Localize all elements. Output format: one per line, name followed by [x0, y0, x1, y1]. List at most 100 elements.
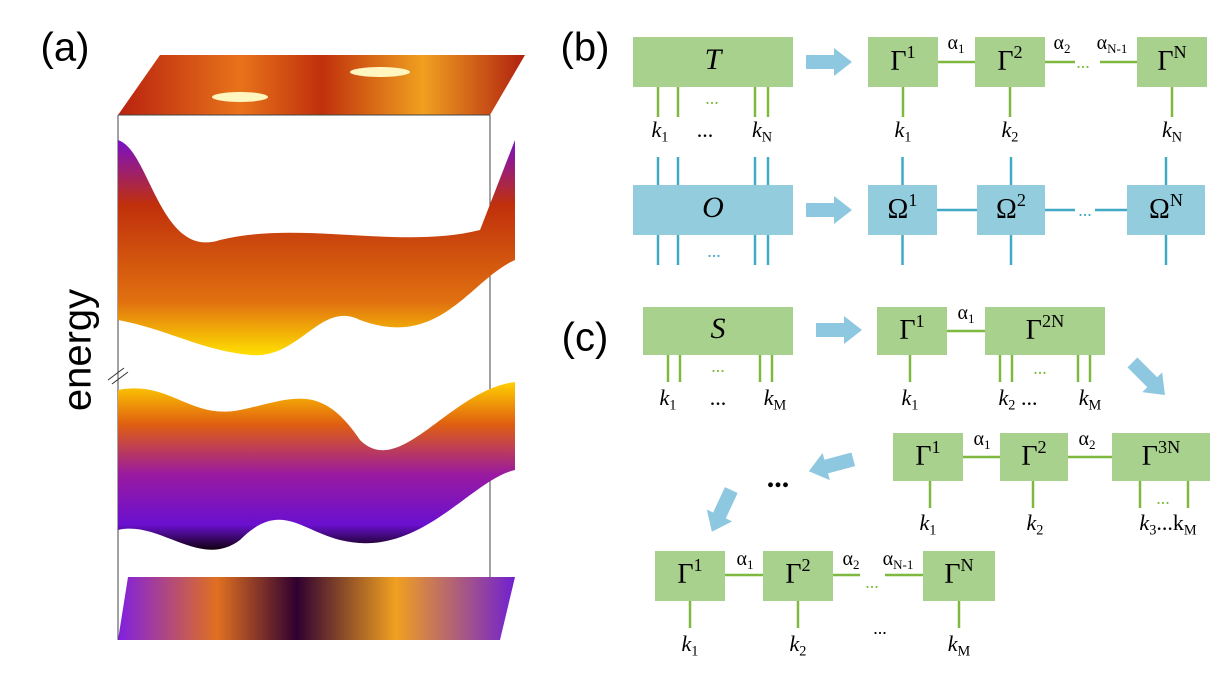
label: ΩN	[1149, 190, 1183, 225]
arrow	[806, 196, 852, 224]
label: k1	[652, 117, 669, 146]
top-projection	[118, 55, 525, 115]
label: Γ2	[785, 555, 810, 590]
text-part: ...k	[1156, 510, 1184, 535]
text-part: α	[1097, 32, 1108, 54]
label: k1	[895, 117, 912, 146]
tensor-box	[893, 433, 963, 481]
label: k1	[660, 385, 677, 414]
label: k2	[1027, 510, 1044, 539]
text-part: k	[1002, 117, 1013, 142]
leg-dots: ...	[711, 356, 725, 376]
text-part: 3N	[1158, 437, 1180, 457]
text-part: 2	[1038, 437, 1047, 457]
text-part: 1	[907, 42, 916, 62]
text-part: N	[1170, 190, 1183, 210]
label: αN-1	[883, 548, 914, 572]
text-part: Γ	[915, 441, 931, 472]
text-part: k	[764, 385, 775, 410]
label: Ω1	[888, 190, 918, 225]
tensor-box	[985, 307, 1105, 355]
text-part: 2	[1008, 398, 1015, 414]
text-part: α	[958, 302, 969, 324]
leg-dots: ...	[705, 88, 719, 108]
label: α1	[737, 548, 754, 572]
text-part: Γ	[1142, 441, 1158, 472]
label: Γ1	[915, 437, 940, 472]
text-part: α	[737, 548, 748, 570]
leg-dots: ...	[1156, 488, 1170, 508]
tensor-name: T	[705, 43, 724, 76]
text-part: Γ	[997, 46, 1013, 77]
text-part: M	[774, 398, 787, 414]
text-part: α	[1054, 32, 1065, 54]
panel-label: (c)	[562, 316, 609, 360]
label: Γ2	[997, 42, 1022, 77]
label: α1	[948, 32, 965, 56]
text-part: 2	[802, 555, 811, 575]
tensor-box	[655, 551, 725, 601]
text-part: 2	[1011, 130, 1018, 146]
tensor-box	[633, 37, 793, 87]
text-part: Γ	[890, 46, 906, 77]
text-part: N-1	[1107, 41, 1127, 56]
text-part: Ω	[1149, 194, 1170, 225]
text-part: 2	[1014, 42, 1023, 62]
highlight	[212, 92, 268, 102]
label: α2	[1079, 428, 1096, 452]
leg-dots: ...	[873, 618, 887, 638]
text-part: k	[752, 117, 763, 142]
label: ...	[710, 385, 727, 410]
highlight	[350, 67, 410, 77]
label: α1	[958, 302, 975, 326]
text-part: 2	[1089, 437, 1096, 452]
tensor-box	[977, 185, 1045, 235]
text-part: k	[1162, 117, 1173, 142]
arrow	[808, 452, 856, 481]
text-part: N	[961, 555, 974, 575]
text-part: k	[652, 117, 663, 142]
text-part: M	[958, 644, 971, 660]
tensor-box	[643, 307, 793, 355]
text-part: k	[948, 631, 959, 656]
text-part: ...	[1015, 385, 1037, 410]
label: αN-1	[1097, 32, 1128, 56]
panel-label: (b)	[561, 26, 610, 70]
text-part: 1	[911, 398, 918, 414]
text-part: 1	[661, 130, 668, 146]
upper-band	[118, 140, 515, 356]
label: kM	[1079, 385, 1102, 414]
text-part: 3	[1149, 523, 1156, 539]
text-part: Γ	[785, 559, 801, 590]
band-plot	[107, 55, 525, 640]
text-part: α	[974, 428, 985, 450]
label: Γ2N	[1026, 311, 1064, 346]
text-part: k	[1027, 510, 1038, 535]
label: k2	[790, 631, 807, 660]
tensor-box	[1112, 433, 1210, 481]
label: α2	[1054, 32, 1071, 56]
tensor-name: O	[702, 191, 724, 224]
text-part: 1	[929, 523, 936, 539]
bond-dots: ...	[1076, 52, 1090, 72]
text-part: 2N	[1042, 311, 1064, 331]
text-part: Γ	[1021, 441, 1037, 472]
text-part: Ω	[888, 194, 909, 225]
tensor-box	[877, 307, 947, 355]
bond-dots: ...	[865, 572, 879, 592]
text-part: 2	[799, 644, 806, 660]
tensor-box	[1127, 185, 1205, 235]
text-part: Γ	[944, 559, 960, 590]
label: k1	[682, 631, 699, 660]
bond-dots: ...	[1078, 200, 1092, 220]
text-part: k	[660, 385, 671, 410]
leg-dots: ...	[707, 241, 721, 261]
panel-label: (a)	[41, 26, 90, 70]
arrow	[706, 487, 738, 532]
text-part: k	[999, 385, 1010, 410]
tensor-box	[868, 185, 937, 235]
label: ΓN	[944, 555, 973, 590]
label: k2 ...	[999, 385, 1038, 414]
bottom-projection	[118, 577, 515, 640]
tensor-box	[868, 37, 938, 87]
